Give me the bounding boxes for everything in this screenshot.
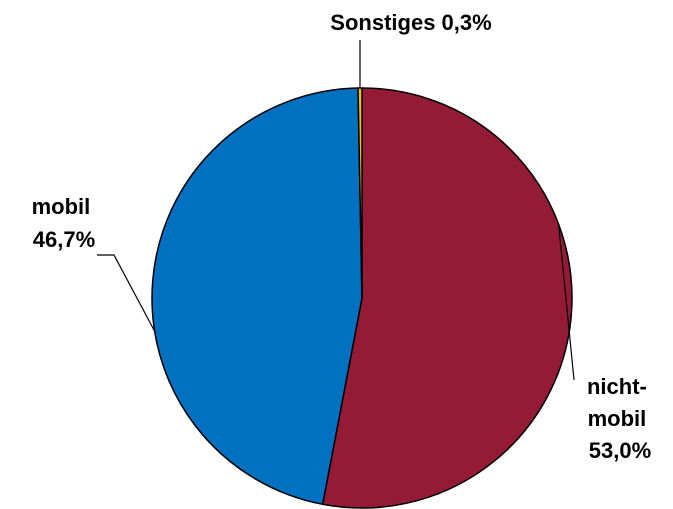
pie-slices xyxy=(151,87,573,509)
leader-line-nicht-mobil xyxy=(558,224,575,381)
label-sonstiges: Sonstiges 0,3% xyxy=(330,10,491,35)
leader-line-mobil xyxy=(97,254,156,332)
pie-slice-mobil xyxy=(151,87,363,506)
label-nicht-mobil: nicht- mobil 53,0% xyxy=(587,374,653,463)
leader-lines xyxy=(97,40,575,381)
slice-labels: Sonstiges 0,3% mobil 46,7% nicht- mobil … xyxy=(32,10,653,463)
pie-slice-sonstiges xyxy=(357,87,363,299)
label-mobil: mobil 46,7% xyxy=(32,194,97,252)
pie-slice-nicht-mobil xyxy=(321,87,573,509)
